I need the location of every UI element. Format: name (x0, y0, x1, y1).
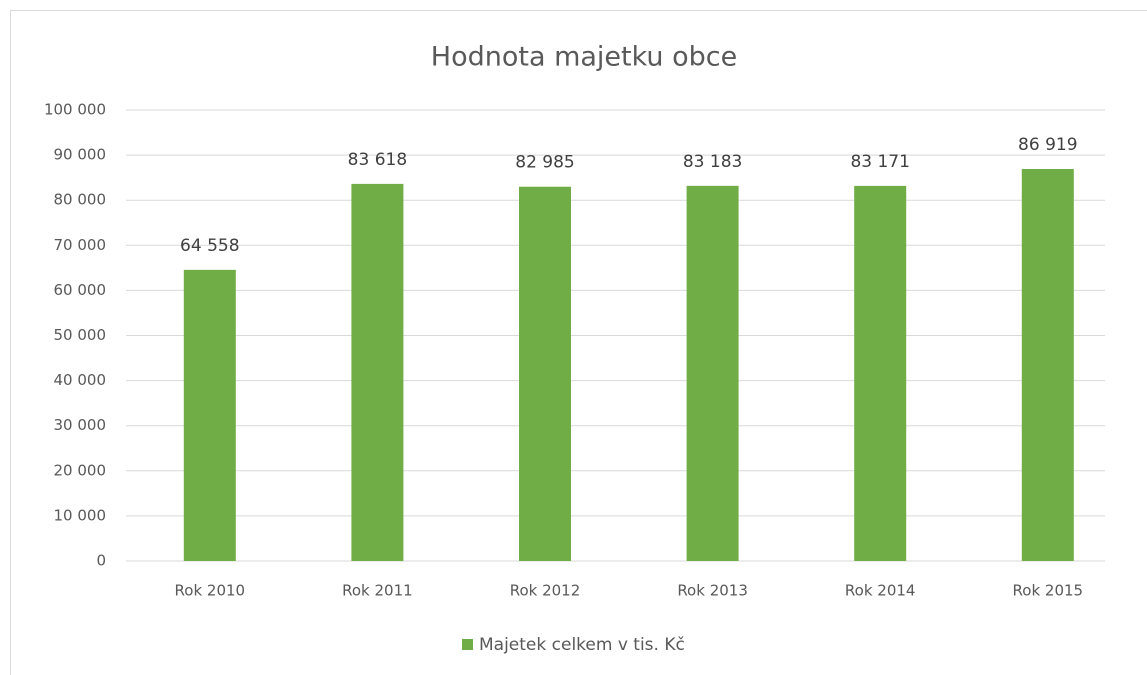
y-tick-label: 80 000 (54, 191, 107, 209)
bar (519, 186, 571, 561)
data-label: 83 618 (348, 150, 407, 170)
y-tick-label: 40 000 (54, 371, 107, 389)
legend-swatch (462, 639, 473, 650)
bar (351, 183, 404, 561)
bar (1021, 168, 1074, 562)
y-tick-label: 20 000 (54, 461, 107, 479)
data-label: 83 183 (683, 152, 742, 172)
x-tick-label: Rok 2014 (845, 582, 916, 600)
x-tick-label: Rok 2010 (175, 582, 246, 600)
data-label: 82 985 (515, 153, 574, 173)
x-tick-label: Rok 2012 (510, 582, 581, 600)
legend-label: Majetek celkem v tis. Kč (479, 635, 685, 655)
x-tick-label: Rok 2013 (677, 582, 748, 600)
bar (183, 269, 236, 561)
y-tick-label: 30 000 (54, 416, 107, 434)
data-label: 86 919 (1018, 135, 1077, 155)
data-label: 64 558 (180, 236, 239, 256)
y-tick-label: 70 000 (54, 236, 107, 254)
y-tick-label: 0 (96, 552, 106, 570)
y-tick-label: 100 000 (44, 101, 106, 119)
bar (686, 185, 739, 561)
x-tick-label: Rok 2015 (1013, 582, 1084, 600)
y-tick-label: 10 000 (54, 506, 107, 524)
x-tick-label: Rok 2011 (342, 582, 413, 600)
chart-title: Hodnota majetku obce (431, 42, 737, 73)
bar (854, 185, 907, 561)
y-tick-label: 50 000 (54, 326, 107, 344)
y-tick-label: 90 000 (54, 146, 107, 164)
y-tick-label: 60 000 (54, 281, 107, 299)
data-label: 83 171 (850, 152, 909, 172)
